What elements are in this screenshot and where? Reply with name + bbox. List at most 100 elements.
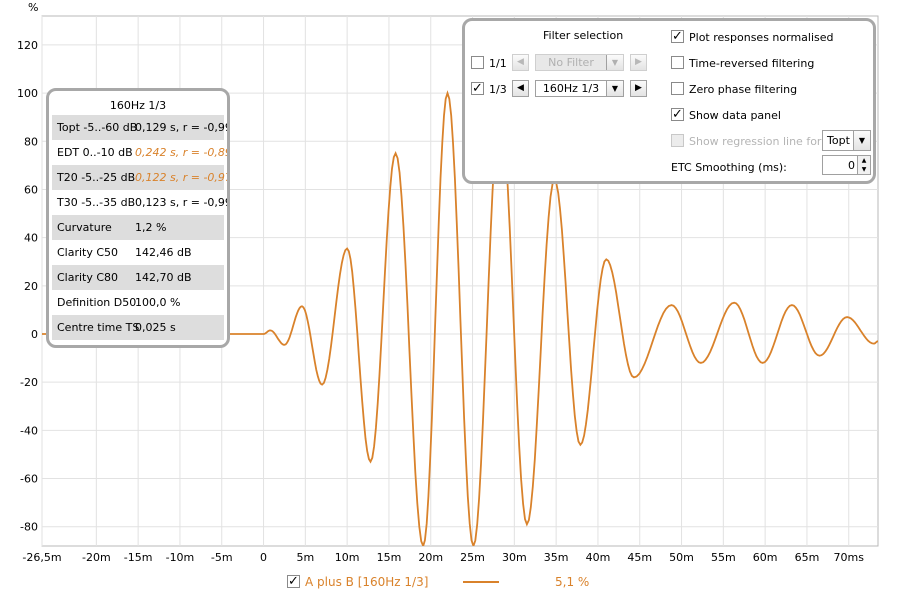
octave-1-1-label: 1/1 xyxy=(489,57,507,70)
x-tick-label: 60m xyxy=(753,551,778,564)
etc-smoothing-spinner[interactable]: 0 ▲ ▼ xyxy=(822,155,871,175)
x-tick-label: 35m xyxy=(544,551,569,564)
data-row: Centre time TS 0,025 s xyxy=(52,315,224,340)
y-tick-label: -80 xyxy=(20,521,38,534)
legend: ✓ A plus B [160Hz 1/3] 5,1 % xyxy=(0,570,900,592)
series-line xyxy=(42,90,878,546)
x-tick-label: 50m xyxy=(669,551,694,564)
series-layer xyxy=(42,90,878,546)
data-row: T30 -5..-35 dB 0,123 s, r = -0,992 xyxy=(52,190,227,215)
data-row-label: T20 -5..-25 dB xyxy=(57,171,136,184)
prev-filter-1-1-button[interactable]: ◀ xyxy=(512,54,529,71)
octave-1-1-checkbox[interactable] xyxy=(471,56,484,69)
y-tick-label: 0 xyxy=(31,328,38,341)
x-tick-label: -5m xyxy=(211,551,233,564)
data-row-value: 1,2 % xyxy=(135,221,167,234)
x-tick-label: 70ms xyxy=(834,551,865,564)
regression-line-checkbox[interactable] xyxy=(671,134,684,147)
y-tick-label: 120 xyxy=(17,39,38,52)
axis-tick-labels: -26,5m -20m -15m -10m -5m 0 5m 10m 15m 20m 25m 30m 3… xyxy=(17,39,864,564)
x-tick-label: 40m xyxy=(586,551,611,564)
x-tick-label: 65m xyxy=(795,551,820,564)
x-tick-label: -20m xyxy=(82,551,111,564)
y-tick-label: 40 xyxy=(24,232,38,245)
y-tick-label: 80 xyxy=(24,135,38,148)
x-tick-label: 30m xyxy=(502,551,527,564)
next-filter-1-1-button[interactable]: ▶ xyxy=(630,54,647,71)
filter-1-3-select[interactable]: 160Hz 1/3 ▼ xyxy=(535,80,624,97)
data-row: Clarity C80 142,70 dB xyxy=(52,265,224,290)
data-row-label: Curvature xyxy=(57,221,112,234)
x-tick-label: 45m xyxy=(627,551,652,564)
filter-1-1-select[interactable]: No Filter ▼ xyxy=(535,54,624,71)
chevron-down-icon: ▼ xyxy=(853,131,870,150)
x-tick-label: 25m xyxy=(460,551,485,564)
data-row-value: 0,025 s xyxy=(135,321,176,334)
next-filter-1-3-button[interactable]: ▶ xyxy=(630,80,647,97)
x-tick-label: 0 xyxy=(260,551,267,564)
y-tick-label: -60 xyxy=(20,473,38,486)
y-tick-label: 20 xyxy=(24,280,38,293)
data-row-value: 100,0 % xyxy=(135,296,181,309)
x-tick-label: 15m xyxy=(377,551,402,564)
chevron-down-icon: ▼ xyxy=(606,81,623,96)
x-tick-label: -15m xyxy=(124,551,153,564)
data-row-label: EDT 0..-10 dB xyxy=(57,146,133,159)
y-tick-label: 60 xyxy=(24,183,38,196)
data-row: T20 -5..-25 dB 0,122 s, r = -0,977 xyxy=(52,165,227,190)
data-row-label: Topt -5..-60 dB xyxy=(57,121,138,134)
plot-normalised-label: Plot responses normalised xyxy=(689,31,834,44)
data-row-value: 0,122 s, r = -0,977 xyxy=(135,171,230,184)
data-row-value: 0,242 s, r = -0,891 xyxy=(135,146,230,159)
data-row: Clarity C50 142,46 dB xyxy=(52,240,224,265)
regression-select-value: Topt xyxy=(827,134,850,147)
plot-normalised-checkbox[interactable]: ✓ xyxy=(671,29,684,44)
data-panel-title: 160Hz 1/3 xyxy=(109,99,167,112)
data-row: EDT 0..-10 dB 0,242 s, r = -0,891 xyxy=(52,140,227,165)
filter-1-1-select-value: No Filter xyxy=(548,56,594,69)
data-row-value: 142,70 dB xyxy=(135,271,192,284)
prev-filter-1-3-button[interactable]: ◀ xyxy=(512,80,529,97)
x-tick-label: 20m xyxy=(418,551,443,564)
regression-select[interactable]: Topt ▼ xyxy=(822,130,871,151)
time-reversed-checkbox[interactable] xyxy=(671,56,684,69)
regression-line-label: Show regression line for: xyxy=(689,135,825,148)
legend-series-checkbox[interactable]: ✓ xyxy=(287,574,300,589)
data-row-label: Centre time TS xyxy=(57,321,140,334)
legend-series-label: A plus B [160Hz 1/3] xyxy=(305,575,429,589)
filter-1-3-select-value: 160Hz 1/3 xyxy=(542,82,600,95)
chevron-down-icon: ▼ xyxy=(606,55,623,70)
legend-value: 5,1 % xyxy=(555,575,590,589)
y-unit-label: % xyxy=(28,1,38,14)
octave-1-3-label: 1/3 xyxy=(489,83,507,96)
y-tick-label: -40 xyxy=(20,424,38,437)
octave-1-3-checkbox[interactable]: ✓ xyxy=(471,81,484,96)
arrow-right-icon: ▶ xyxy=(635,83,642,93)
zero-phase-checkbox[interactable] xyxy=(671,82,684,95)
x-tick-label: -10m xyxy=(166,551,195,564)
arrow-left-icon: ◀ xyxy=(517,83,524,93)
legend-swatch xyxy=(463,581,499,583)
y-tick-label: -20 xyxy=(20,376,38,389)
data-row-value: 0,129 s, r = -0,998 xyxy=(135,121,230,134)
data-row-label: Definition D50 xyxy=(57,296,137,309)
data-row: Definition D50 100,0 % xyxy=(52,290,224,315)
show-data-panel-checkbox[interactable]: ✓ xyxy=(671,107,684,122)
data-panel[interactable]: 160Hz 1/3 Topt -5..-60 dB 0,129 s, r = -0… xyxy=(46,88,230,348)
etc-smoothing-label: ETC Smoothing (ms): xyxy=(671,161,787,174)
data-row-label: Clarity C80 xyxy=(57,271,119,284)
spin-down-icon[interactable]: ▼ xyxy=(857,165,870,174)
y-tick-label: 100 xyxy=(17,87,38,100)
data-row-value: 0,123 s, r = -0,992 xyxy=(135,196,230,209)
data-panel-rows: Topt -5..-60 dB 0,129 s, r = -0,998 EDT 0.… xyxy=(49,115,227,340)
data-row-label: Clarity C50 xyxy=(57,246,119,259)
arrow-left-icon: ◀ xyxy=(517,57,524,67)
zero-phase-label: Zero phase filtering xyxy=(689,83,798,96)
data-row: Topt -5..-60 dB 0,129 s, r = -0,998 xyxy=(52,115,227,140)
time-reversed-label: Time-reversed filtering xyxy=(689,57,815,70)
data-row: Curvature 1,2 % xyxy=(52,215,224,240)
x-tick-label: -26,5m xyxy=(22,551,61,564)
x-tick-label: 5m xyxy=(296,551,314,564)
data-row-value: 142,46 dB xyxy=(135,246,192,259)
x-tick-label: 55m xyxy=(711,551,736,564)
